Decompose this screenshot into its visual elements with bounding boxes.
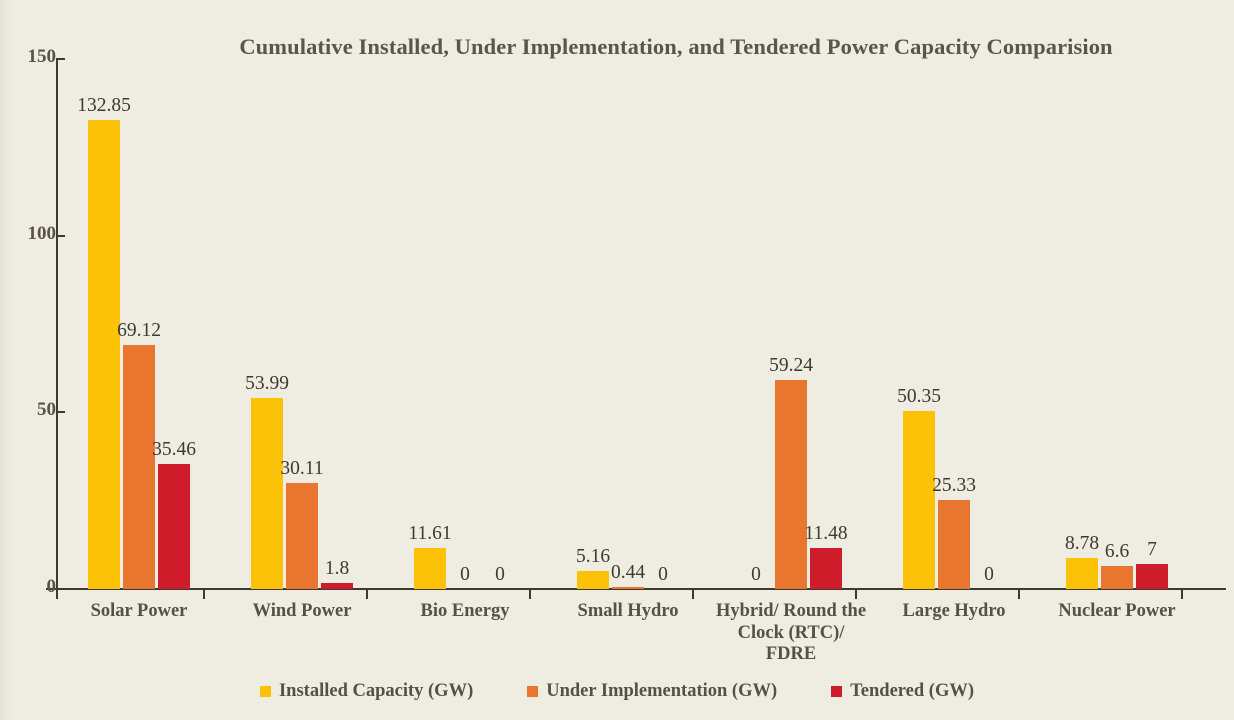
bar-value-label: 11.48 bbox=[804, 523, 848, 545]
bar-value-label: 132.85 bbox=[77, 94, 131, 116]
chart-title: Cumulative Installed, Under Implementati… bbox=[239, 34, 1113, 59]
bar-value-label: 0 bbox=[460, 564, 470, 585]
x-axis-category-label: Large Hydro bbox=[902, 601, 1006, 621]
bar-value-label: 0 bbox=[658, 564, 668, 585]
x-axis-category-label: Nuclear Power bbox=[1058, 601, 1176, 621]
bar bbox=[88, 119, 120, 589]
y-axis-tick-label: 150 bbox=[27, 46, 57, 67]
bar bbox=[158, 463, 190, 589]
bar-value-label: 50.35 bbox=[897, 386, 941, 408]
bar-value-label: 7 bbox=[1147, 539, 1157, 561]
bar-value-label: 0 bbox=[984, 564, 994, 585]
x-axis-tick bbox=[528, 590, 531, 599]
legend-item[interactable]: Installed Capacity (GW) bbox=[259, 681, 474, 702]
bar-value-label: 5.16 bbox=[575, 545, 611, 567]
bar bbox=[938, 499, 970, 589]
bar-value-label: 25.33 bbox=[932, 474, 976, 496]
bar bbox=[577, 570, 609, 589]
x-axis-tick bbox=[1180, 590, 1183, 599]
x-axis-category-label: Small Hydro bbox=[577, 601, 679, 621]
x-axis-category-label: Hybrid/ Round the Clock (RTC)/FDRE bbox=[715, 601, 867, 665]
x-axis-tick bbox=[365, 590, 368, 599]
legend-swatch-icon bbox=[259, 686, 271, 697]
legend-swatch-icon bbox=[831, 686, 843, 697]
x-axis-tick bbox=[56, 590, 58, 599]
bar bbox=[251, 398, 283, 589]
x-axis-tick bbox=[202, 590, 205, 599]
y-axis-line bbox=[56, 58, 58, 590]
x-axis-tick bbox=[854, 590, 857, 599]
bar bbox=[123, 344, 155, 589]
legend-label: Under Implementation (GW) bbox=[546, 681, 778, 701]
y-axis-tick bbox=[56, 234, 65, 237]
bar bbox=[1066, 557, 1098, 589]
legend-label: Tendered (GW) bbox=[850, 681, 974, 701]
bar bbox=[321, 582, 353, 589]
bar bbox=[414, 547, 446, 589]
bar-value-label: 30.11 bbox=[280, 457, 324, 479]
bar bbox=[775, 379, 807, 589]
x-axis-tick bbox=[1017, 590, 1020, 599]
bar-value-label: 53.99 bbox=[245, 373, 289, 395]
x-axis-line bbox=[46, 588, 1226, 590]
y-axis-tick-label: 0 bbox=[46, 576, 57, 597]
chart-legend: Installed Capacity (GW) Under Implementat… bbox=[0, 681, 1234, 702]
y-axis-tick bbox=[56, 411, 65, 414]
legend-swatch-icon bbox=[527, 686, 539, 697]
bar-value-label: 69.12 bbox=[117, 319, 161, 341]
bar bbox=[810, 548, 842, 589]
legend-item[interactable]: Tendered (GW) bbox=[831, 681, 974, 702]
bar-value-label: 11.61 bbox=[408, 522, 452, 544]
legend-label: Installed Capacity (GW) bbox=[278, 681, 474, 701]
legend-item[interactable]: Under Implementation (GW) bbox=[527, 681, 777, 702]
bar-value-label: 1.8 bbox=[324, 557, 350, 579]
bar-value-label: 8.78 bbox=[1064, 532, 1100, 554]
bar-value-label: 35.46 bbox=[152, 438, 196, 460]
y-axis-tick bbox=[56, 58, 65, 60]
bar bbox=[1136, 564, 1168, 589]
bar-value-label: 0.44 bbox=[610, 562, 646, 584]
bar bbox=[286, 482, 318, 589]
bar-value-label: 0 bbox=[751, 564, 761, 585]
y-axis-tick-label: 100 bbox=[27, 222, 57, 244]
bar-value-label: 6.6 bbox=[1104, 540, 1130, 562]
bar bbox=[1101, 565, 1133, 589]
bar-value-label: 0 bbox=[495, 564, 505, 585]
y-axis-tick-label: 50 bbox=[37, 399, 56, 421]
x-axis-category-label: Wind Power bbox=[252, 601, 352, 621]
y-axis-tick bbox=[56, 588, 65, 590]
x-axis-category-label: Bio Energy bbox=[420, 601, 510, 621]
bar-value-label: 59.24 bbox=[769, 354, 813, 376]
bar bbox=[903, 411, 935, 589]
bar bbox=[612, 587, 644, 589]
x-axis-category-label: Solar Power bbox=[90, 601, 188, 621]
x-axis-tick bbox=[691, 590, 694, 599]
